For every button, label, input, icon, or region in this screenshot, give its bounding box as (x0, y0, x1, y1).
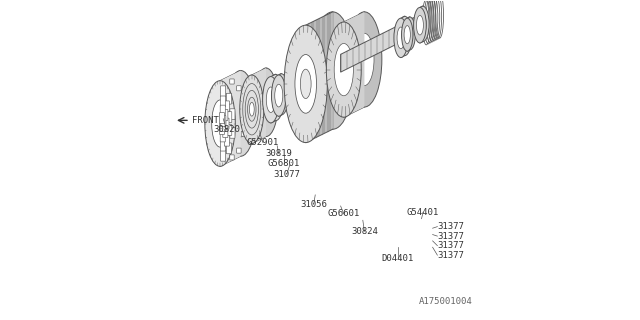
FancyBboxPatch shape (230, 127, 235, 138)
Polygon shape (340, 18, 413, 72)
Ellipse shape (225, 70, 256, 156)
Ellipse shape (397, 16, 412, 56)
FancyBboxPatch shape (221, 121, 226, 131)
Ellipse shape (274, 74, 289, 115)
Text: 31077: 31077 (273, 170, 300, 179)
Text: G52901: G52901 (247, 138, 279, 147)
Ellipse shape (326, 22, 361, 117)
FancyBboxPatch shape (227, 143, 232, 154)
Text: G56801: G56801 (268, 159, 300, 168)
Ellipse shape (295, 54, 317, 113)
Text: 30820: 30820 (213, 125, 240, 134)
Ellipse shape (401, 18, 413, 51)
Ellipse shape (404, 26, 410, 44)
Ellipse shape (268, 74, 284, 121)
Polygon shape (306, 12, 333, 142)
FancyBboxPatch shape (220, 140, 225, 151)
FancyBboxPatch shape (220, 131, 225, 142)
Ellipse shape (347, 12, 382, 107)
Ellipse shape (417, 6, 429, 42)
Ellipse shape (262, 76, 279, 123)
Ellipse shape (355, 33, 374, 86)
Ellipse shape (410, 18, 417, 36)
Text: A175001004: A175001004 (419, 297, 472, 306)
FancyBboxPatch shape (241, 131, 246, 136)
Ellipse shape (401, 25, 408, 47)
Ellipse shape (277, 83, 285, 106)
Text: 31377: 31377 (437, 232, 464, 241)
FancyBboxPatch shape (220, 124, 225, 134)
Text: G54401: G54401 (407, 208, 439, 217)
Text: FRONT: FRONT (191, 116, 218, 125)
FancyBboxPatch shape (227, 112, 232, 123)
Ellipse shape (406, 24, 413, 43)
FancyBboxPatch shape (237, 148, 241, 153)
Polygon shape (407, 17, 410, 51)
Ellipse shape (271, 75, 286, 116)
Ellipse shape (394, 18, 408, 58)
Ellipse shape (404, 17, 415, 50)
FancyBboxPatch shape (230, 109, 235, 120)
Text: 31377: 31377 (437, 241, 464, 250)
Text: 31056: 31056 (300, 200, 327, 209)
Ellipse shape (311, 12, 355, 129)
Text: D04401: D04401 (381, 254, 414, 263)
Ellipse shape (334, 44, 353, 96)
FancyBboxPatch shape (224, 118, 229, 129)
FancyBboxPatch shape (225, 135, 229, 146)
Ellipse shape (322, 41, 344, 100)
FancyBboxPatch shape (230, 79, 234, 84)
Ellipse shape (271, 85, 280, 110)
Ellipse shape (266, 87, 275, 112)
FancyBboxPatch shape (223, 109, 228, 120)
Ellipse shape (205, 81, 236, 166)
FancyBboxPatch shape (221, 116, 226, 126)
Text: G56601: G56601 (328, 209, 360, 219)
FancyBboxPatch shape (223, 127, 228, 138)
FancyBboxPatch shape (241, 103, 246, 108)
Ellipse shape (419, 14, 426, 34)
FancyBboxPatch shape (225, 101, 229, 112)
FancyBboxPatch shape (227, 124, 232, 135)
Ellipse shape (284, 25, 327, 142)
Text: 30819: 30819 (266, 149, 292, 158)
Ellipse shape (232, 90, 249, 137)
FancyBboxPatch shape (220, 113, 225, 124)
FancyBboxPatch shape (220, 96, 225, 107)
Ellipse shape (413, 7, 426, 43)
Ellipse shape (212, 100, 228, 147)
Polygon shape (220, 70, 241, 166)
FancyBboxPatch shape (221, 86, 226, 97)
Text: 31377: 31377 (437, 251, 464, 260)
Polygon shape (401, 16, 404, 58)
Ellipse shape (300, 69, 311, 99)
Polygon shape (420, 6, 423, 43)
Ellipse shape (240, 75, 264, 143)
Ellipse shape (254, 68, 278, 137)
FancyBboxPatch shape (221, 150, 226, 161)
Polygon shape (279, 74, 282, 116)
Ellipse shape (397, 27, 404, 49)
Polygon shape (252, 68, 266, 143)
Polygon shape (271, 74, 276, 123)
Ellipse shape (250, 102, 254, 116)
Ellipse shape (417, 15, 424, 35)
FancyBboxPatch shape (220, 105, 225, 116)
Text: 30824: 30824 (351, 227, 378, 236)
Polygon shape (344, 12, 364, 117)
FancyBboxPatch shape (230, 155, 234, 160)
FancyBboxPatch shape (237, 86, 241, 91)
Text: 31377: 31377 (437, 222, 464, 231)
Ellipse shape (275, 84, 283, 107)
FancyBboxPatch shape (227, 93, 232, 104)
